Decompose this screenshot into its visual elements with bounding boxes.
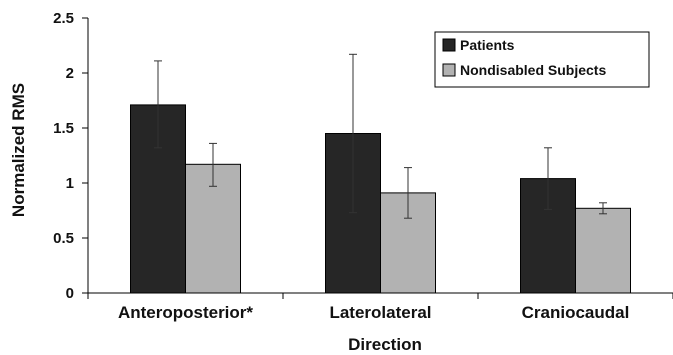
legend-swatch-nondisabled [442, 63, 456, 77]
x-axis: Anteroposterior* Laterolateral Craniocauda… [87, 292, 673, 322]
y-tick-label: 0.5 [53, 230, 74, 247]
y-tick-label: 0 [66, 285, 74, 302]
legend-label-nondisabled: Nondisabled Subjects [460, 62, 606, 78]
error-bars-group [154, 53, 607, 219]
y-tick-label: 2 [66, 65, 74, 82]
y-tick-label: 1.5 [53, 120, 74, 137]
y-tick-label: 2.5 [53, 10, 74, 27]
legend-label-patients: Patients [460, 37, 515, 53]
bars-group [130, 104, 631, 294]
x-axis-title: Direction [348, 335, 422, 354]
legend-swatch-patients [442, 38, 456, 52]
y-axis-title: Normalized RMS [9, 83, 28, 217]
y-axis: 0 0.5 1 1.5 2 2.5 [53, 10, 89, 302]
y-tick-label: 1 [66, 175, 74, 192]
x-tick-label: Laterolateral [329, 303, 431, 322]
x-tick-label: Craniocaudal [522, 303, 630, 322]
x-tick-label: Anteroposterior* [118, 303, 253, 322]
legend: Patients Nondisabled Subjects [434, 31, 650, 88]
legend-box [434, 31, 650, 88]
bar-nondisabled [575, 207, 631, 294]
